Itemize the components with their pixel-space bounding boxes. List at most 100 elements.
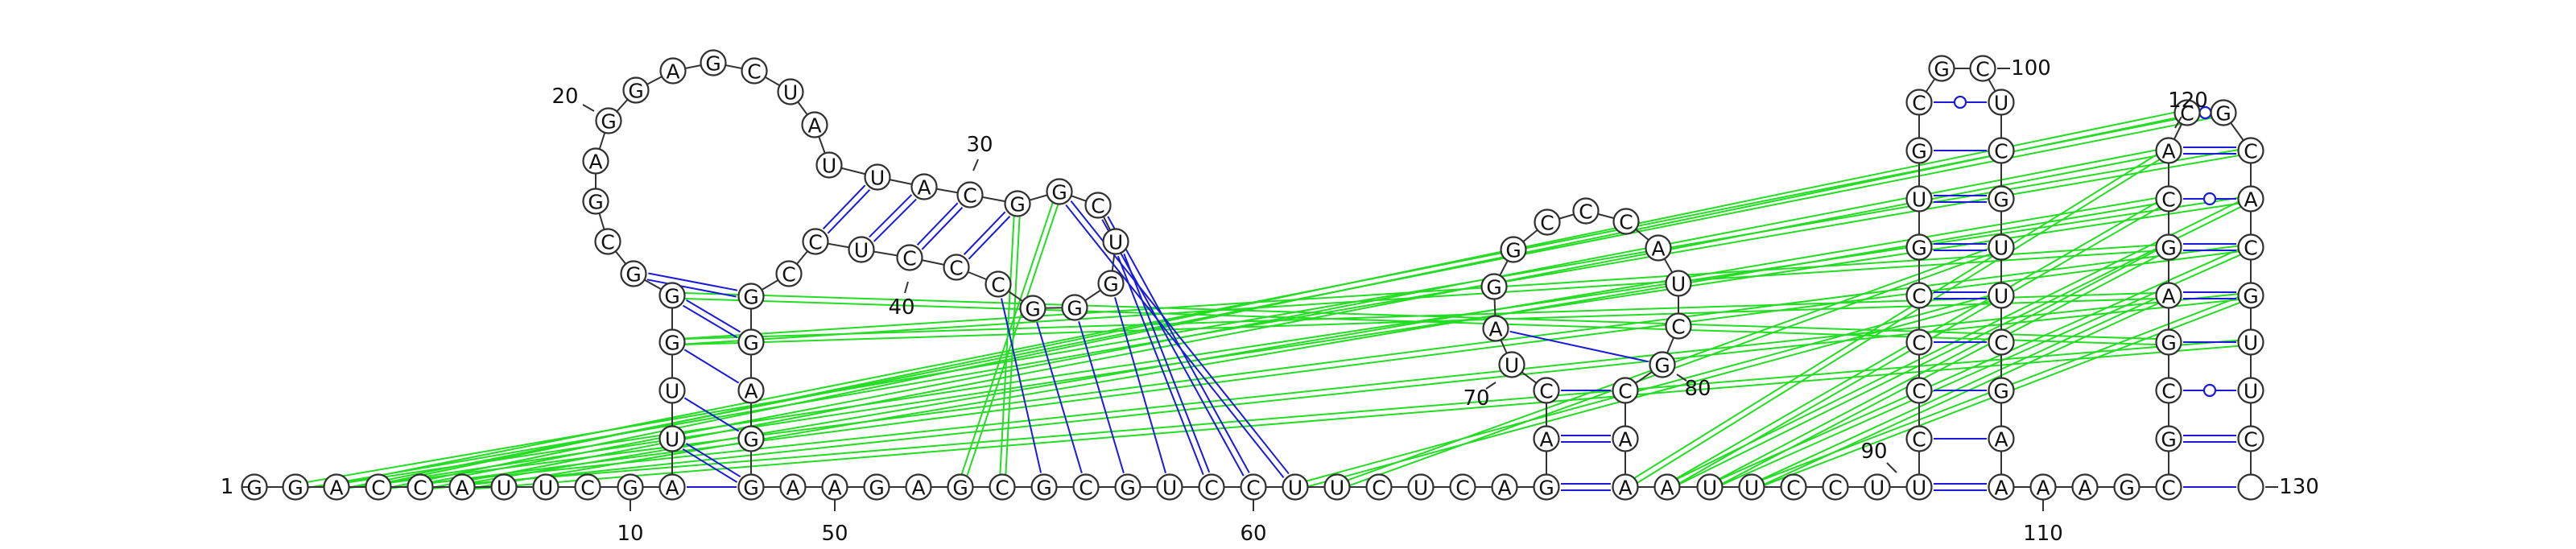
nucleotide-letter: C [2161,477,2175,500]
nucleotide-circle [2237,377,2264,404]
nucleotide-circle [323,473,350,501]
nucleotide: U [658,377,686,404]
nucleotide: C [1988,137,2015,164]
nucleotide: U [1498,351,1525,378]
nucleotide-letter: C [2244,428,2257,452]
nucleotide-circle [1696,473,1724,501]
nucleotide: G [658,328,686,356]
position-tick [904,281,909,294]
nucleotide: G [582,188,609,215]
nucleotide-circle [2029,473,2057,501]
nucleotide-letter: G [628,80,643,103]
base-pair-line [1117,255,1204,476]
nucleotide-letter: G [743,286,758,309]
nucleotide: C [1084,192,1112,219]
position-number: 80 [1684,377,1711,401]
position-number: 50 [821,522,848,546]
nucleotide-circle [2155,233,2182,261]
nucleotide: G [1905,137,1933,164]
nucleotide: G [658,282,686,309]
nucleotide: U [658,425,686,452]
base-pair-line [873,198,917,242]
nucleotide-letter: C [963,184,976,208]
nucleotide: G [1004,190,1031,217]
position-number: 1 [221,475,234,499]
nucleotide: C [2155,473,2182,501]
nucleotide-letter: A [1539,428,1553,452]
nucleotide-letter: G [1486,276,1501,299]
nucleotide: C [594,228,621,255]
nucleotide-letter: U [1288,477,1302,500]
nucleotide-circle [801,111,828,138]
position-number: 130 [2279,475,2319,499]
tertiary-line [1752,297,2170,491]
nucleotide: C [1449,473,1476,501]
nucleotide-letter: U [822,155,836,178]
nucleotide-letter: G [601,110,616,134]
nucleotide-circle [1061,294,1088,321]
tertiary-line [378,109,2187,485]
nucleotide-letter: A [2161,140,2175,163]
nucleotide-circle [864,163,891,191]
nucleotide-letter: G [1009,193,1025,217]
nucleotide-circle [2237,328,2264,356]
nucleotide-circle [1114,473,1141,501]
nucleotide-circle [2210,99,2237,126]
base-pair-line [1078,320,1125,474]
nucleotide: C [407,473,434,501]
nucleotide-letter: A [917,176,931,200]
nucleotide-letter: G [625,263,641,287]
nucleotide-letter: A [2036,477,2050,500]
nucleotide-letter: C [902,247,916,270]
nucleotide-letter: U [665,428,679,452]
nucleotide-letter: C [2244,140,2257,163]
nucleotide-circle [1864,473,1891,501]
nucleotide-circle [956,181,984,208]
nucleotide: G [737,328,765,356]
nucleotide: U [1738,473,1765,501]
nucleotide-letter: C [601,231,614,254]
nucleotide: U [1407,473,1435,501]
nucleotide-circle [2071,473,2099,501]
nucleotide: C [1988,328,2015,356]
nucleotide-letter: C [371,477,385,500]
nucleotide: G [863,473,890,501]
nucleotide: U [532,473,559,501]
nucleotide: A [323,473,350,501]
nucleotide-circle [2155,473,2182,501]
nucleotide-letter: U [497,477,511,500]
nucleotide-circle [582,147,609,175]
nucleotide-letter: A [1994,477,2008,500]
nucleotide-letter: A [665,477,679,500]
nucleotide-circle [658,377,686,404]
nucleotide: C [956,181,984,208]
nucleotide-circle [2155,185,2182,213]
nucleotide-circle [1282,473,1309,501]
nucleotide: C [2155,185,2182,213]
nucleotide: G [700,49,727,76]
nucleotide: G [2210,99,2237,126]
nucleotide: G [1500,236,1527,263]
nucleotide-circle [2155,282,2182,309]
nucleotide: A [905,473,932,501]
nucleotide: C [1905,377,1933,404]
position-number: 90 [1860,440,1887,464]
nucleotide: A [1645,234,1672,262]
nucleotide-letter: A [807,114,821,138]
nucleotide: G [1649,351,1676,378]
nucleotide-circle [848,236,875,263]
nucleotide-circle [1612,208,1640,235]
nucleotide-circle [910,173,938,200]
position-number: 120 [2168,89,2208,113]
nucleotide-letter: C [2244,237,2257,260]
nucleotide-circle [1928,55,1955,82]
nucleotide: C [1780,473,1807,501]
position-tick [582,104,595,112]
tertiary-line [378,249,2252,491]
nucleotide: A [658,473,686,501]
nucleotide-letter: C [1912,92,1926,115]
nucleotide-circle [407,473,434,501]
nucleotide-letter: G [869,477,884,500]
nucleotide: G [620,260,647,287]
nucleotide-circle [1046,178,1073,205]
